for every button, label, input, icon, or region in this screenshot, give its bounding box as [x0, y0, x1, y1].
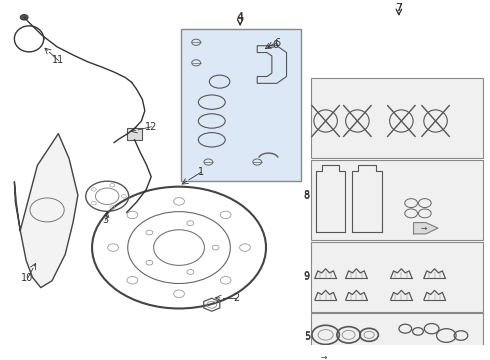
Text: 8: 8 — [304, 190, 310, 200]
Text: 5: 5 — [304, 332, 310, 342]
FancyBboxPatch shape — [312, 160, 484, 240]
Text: 11: 11 — [52, 55, 65, 66]
Text: →: → — [321, 352, 327, 360]
Text: 12: 12 — [145, 122, 157, 132]
Text: →: → — [420, 224, 426, 233]
FancyBboxPatch shape — [312, 78, 484, 158]
Text: 8: 8 — [304, 191, 310, 201]
Circle shape — [20, 14, 28, 20]
Text: 10: 10 — [22, 273, 34, 283]
Text: 6: 6 — [272, 40, 278, 50]
Text: 5: 5 — [304, 330, 310, 341]
Text: 2: 2 — [233, 293, 239, 303]
FancyBboxPatch shape — [312, 242, 484, 311]
FancyBboxPatch shape — [127, 128, 143, 140]
Polygon shape — [414, 222, 438, 234]
FancyBboxPatch shape — [312, 313, 484, 360]
Polygon shape — [14, 134, 78, 288]
Text: 1: 1 — [198, 167, 204, 177]
Text: 9: 9 — [304, 272, 310, 282]
Text: 4: 4 — [237, 13, 244, 23]
Text: 9: 9 — [304, 271, 310, 281]
Text: 6: 6 — [274, 38, 280, 48]
Text: 4: 4 — [237, 12, 244, 22]
FancyBboxPatch shape — [181, 28, 301, 181]
Text: 7: 7 — [395, 3, 402, 13]
Polygon shape — [315, 351, 334, 360]
Text: 3: 3 — [103, 215, 109, 225]
Text: 7: 7 — [395, 3, 402, 13]
